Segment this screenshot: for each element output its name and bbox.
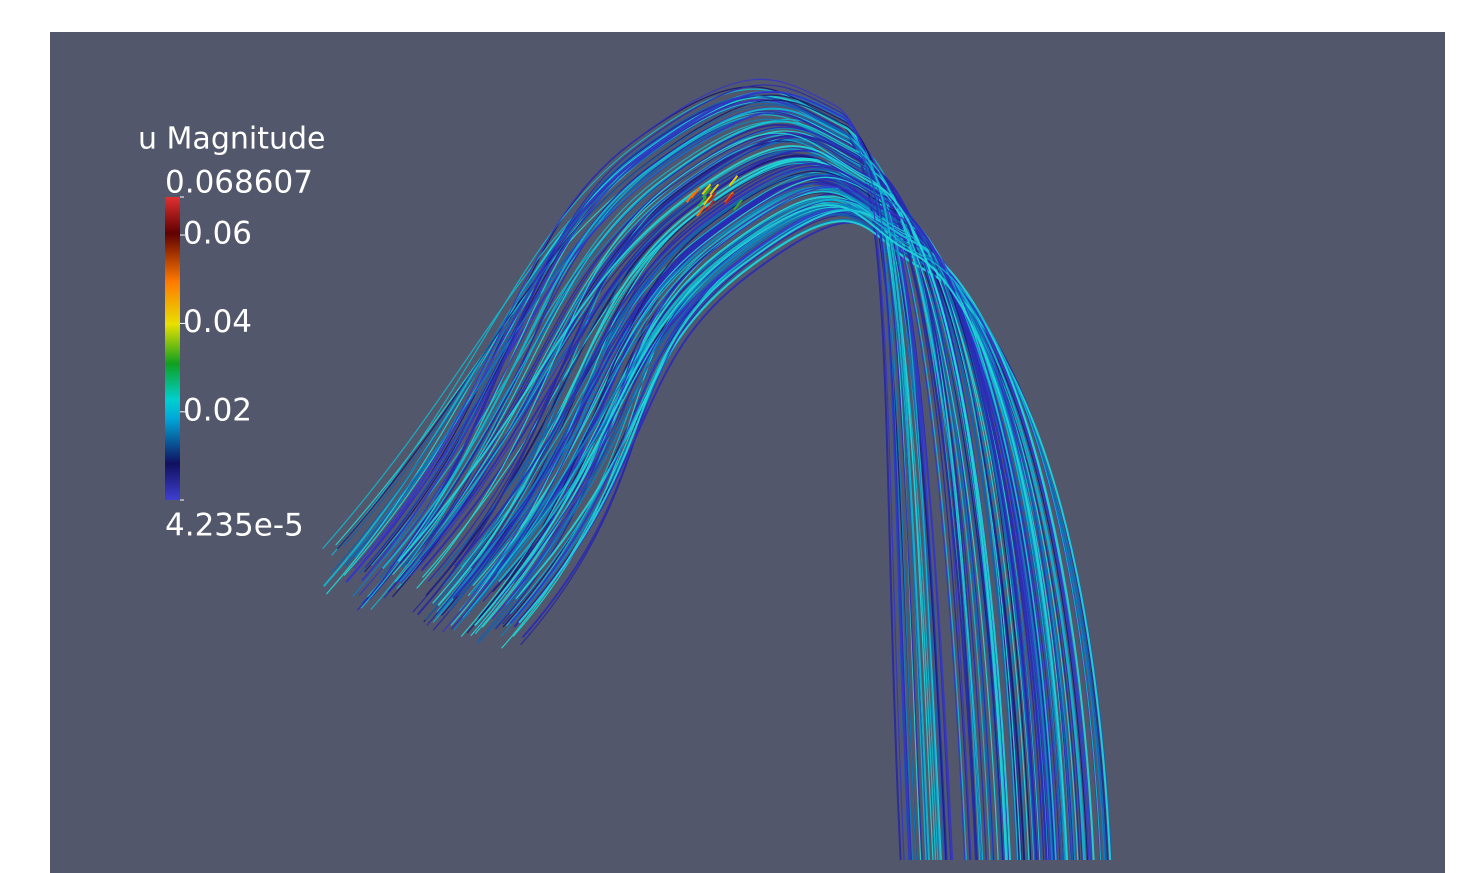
streamline	[470, 191, 1067, 861]
streamline-hot	[701, 183, 712, 195]
streamline	[382, 107, 928, 861]
legend-tick-label: 0.02	[183, 392, 252, 428]
streamline	[474, 204, 1069, 861]
streamline-hot	[696, 205, 706, 217]
streamline	[509, 209, 1102, 861]
streamline	[477, 207, 1073, 861]
color-legend: u Magnitude 0.068607 4.235e-5 0.02 0.04 0.06	[138, 122, 326, 544]
streamline	[322, 95, 939, 861]
streamline	[343, 101, 928, 861]
streamline	[462, 190, 1057, 861]
streamline	[370, 120, 941, 861]
streamline	[432, 136, 1003, 861]
streamline-hot	[724, 193, 734, 205]
streamline	[412, 153, 983, 861]
streamline	[422, 157, 1030, 861]
streamline-hot	[709, 183, 720, 195]
legend-tick-label: 0.06	[183, 216, 252, 252]
streamline	[353, 78, 905, 861]
streamline-hot	[705, 199, 715, 212]
streamline	[361, 99, 954, 861]
streamline-hot	[701, 186, 712, 198]
streamline-hot	[707, 191, 717, 204]
streamline	[416, 132, 999, 861]
streamline	[345, 90, 911, 861]
streamline	[360, 121, 984, 861]
streamline-hot	[702, 194, 713, 206]
streamline	[518, 209, 1095, 861]
color-bar	[165, 197, 180, 500]
streamline-hot	[728, 175, 739, 187]
legend-max-label: 0.068607	[165, 165, 313, 201]
streamline	[514, 220, 1112, 861]
streamline-hot	[685, 191, 696, 203]
legend-min-label: 4.235e-5	[165, 508, 304, 544]
streamline	[448, 168, 1036, 861]
streamline	[397, 145, 1012, 861]
legend-tick-label: 0.04	[183, 304, 252, 340]
legend-title: u Magnitude	[138, 122, 326, 157]
streamline-hot	[733, 199, 743, 211]
streamline	[450, 175, 1045, 861]
streamline	[387, 110, 948, 861]
streamline	[437, 157, 1008, 861]
streamline-hot	[697, 195, 708, 207]
streamline-hot	[690, 187, 701, 199]
streamline	[356, 84, 912, 861]
streamlines	[322, 78, 1113, 861]
streamline	[426, 165, 1023, 861]
